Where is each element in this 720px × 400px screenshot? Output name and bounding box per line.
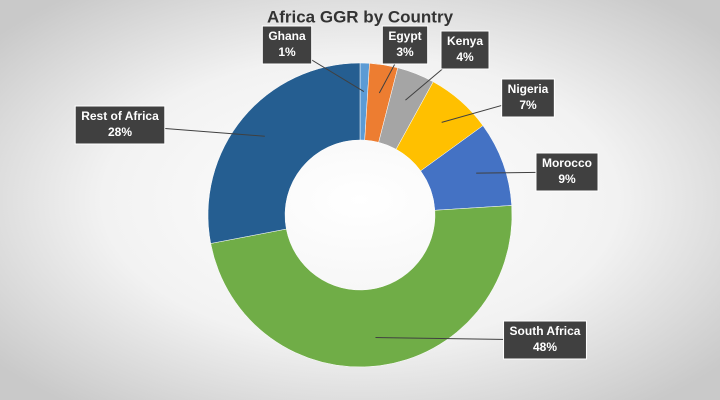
data-label: Rest of Africa 28% — [74, 105, 166, 145]
chart-title: Africa GGR by Country — [267, 7, 454, 26]
category-label: Egypt — [388, 29, 421, 43]
data-label: South Africa 48% — [503, 320, 587, 360]
data-label: Ghana 1% — [261, 25, 313, 65]
data-label: Egypt 3% — [381, 25, 429, 65]
label-box — [381, 25, 429, 65]
label-box — [535, 152, 599, 192]
data-label: Kenya 4% — [440, 30, 490, 70]
category-label: Kenya — [447, 34, 483, 48]
label-box — [503, 320, 587, 360]
value-label: 7% — [519, 98, 537, 112]
label-box — [501, 78, 555, 118]
value-label: 9% — [558, 172, 576, 186]
data-label: Morocco 9% — [535, 152, 599, 192]
label-box — [440, 30, 490, 70]
category-label: Morocco — [542, 156, 592, 170]
value-label: 28% — [108, 125, 132, 139]
label-box — [261, 25, 313, 65]
data-label: Nigeria 7% — [501, 78, 555, 118]
value-label: 48% — [533, 340, 557, 354]
value-label: 4% — [456, 50, 474, 64]
doughnut-segment — [207, 62, 361, 244]
value-label: 3% — [396, 45, 414, 59]
category-label: South Africa — [510, 324, 581, 338]
doughnut-segment — [210, 205, 513, 368]
category-label: Nigeria — [508, 82, 549, 96]
category-label: Ghana — [268, 29, 306, 43]
category-label: Rest of Africa — [81, 109, 159, 123]
value-label: 1% — [278, 45, 296, 59]
label-box — [74, 105, 166, 145]
